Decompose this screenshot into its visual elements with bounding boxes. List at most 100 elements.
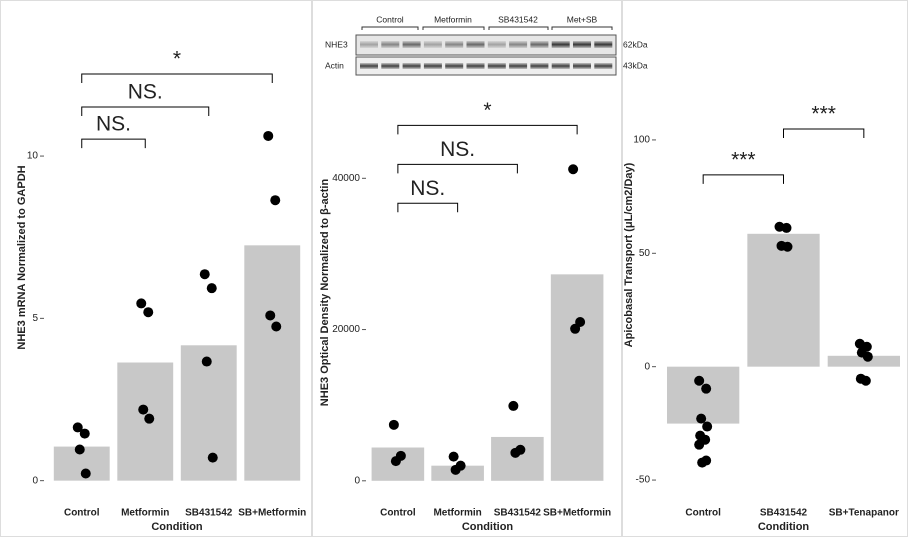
- x-tick-label: SB431542: [760, 508, 808, 519]
- data-point: [75, 444, 85, 454]
- data-point: [207, 283, 217, 293]
- y-tick-label: 100: [633, 135, 650, 146]
- significance-bracket: [398, 164, 518, 173]
- significance-label: *: [173, 47, 181, 70]
- data-point: [861, 376, 871, 386]
- significance-label: *: [483, 99, 491, 122]
- data-point: [694, 440, 704, 450]
- x-axis-label: Condition: [462, 521, 514, 533]
- blot-band: [488, 41, 506, 48]
- y-axis-label: NHE3 Optical Density Normalized to β-act…: [319, 179, 331, 407]
- blot-band: [445, 41, 463, 48]
- blot-band: [381, 41, 399, 48]
- x-tick-label: Metformin: [433, 508, 481, 519]
- x-tick-label: SB431542: [185, 508, 233, 519]
- figure: Control Metformin SB431542 Met+SB NHE3 A…: [0, 0, 908, 537]
- data-point: [144, 414, 154, 424]
- x-tick-label: SB431542: [494, 508, 542, 519]
- data-point: [200, 269, 210, 279]
- y-tick-label: 5: [32, 313, 38, 324]
- blot-band: [552, 41, 570, 48]
- significance-label: ***: [731, 148, 756, 171]
- blot-band: [403, 41, 421, 48]
- x-axis-label: Condition: [758, 521, 810, 533]
- blot-band: [509, 41, 527, 48]
- significance-bracket: [82, 74, 273, 83]
- data-point: [508, 401, 518, 411]
- y-tick-label: 40000: [332, 173, 360, 184]
- x-axis-label: Condition: [151, 521, 203, 533]
- blot-band: [424, 63, 442, 69]
- significance-bracket: [398, 203, 458, 212]
- data-point: [451, 465, 461, 475]
- data-point: [510, 448, 520, 458]
- y-tick-label: 0: [354, 475, 360, 486]
- blot-band: [594, 41, 612, 48]
- data-point: [391, 456, 401, 466]
- data-point: [570, 324, 580, 334]
- data-point: [702, 422, 712, 432]
- blot-band: [403, 63, 421, 69]
- data-point: [701, 384, 711, 394]
- x-tick-label: Control: [64, 508, 100, 519]
- blot-row-label: Actin: [325, 60, 344, 70]
- bar: [747, 234, 819, 367]
- blot-band: [509, 63, 527, 69]
- data-point: [783, 242, 793, 252]
- data-point: [568, 164, 578, 174]
- blot-band: [530, 63, 548, 69]
- x-tick-label: SB+Metformin: [238, 508, 306, 519]
- bar: [244, 245, 300, 480]
- lane-label: Metformin: [434, 14, 472, 24]
- data-point: [263, 131, 273, 141]
- data-point: [80, 429, 90, 439]
- significance-bracket: [784, 129, 864, 138]
- bar: [551, 274, 604, 480]
- significance-bracket: [82, 139, 146, 148]
- y-tick-label: 0: [644, 361, 650, 372]
- data-point: [143, 307, 153, 317]
- significance-label: NS.: [128, 81, 163, 104]
- data-point: [449, 452, 459, 462]
- significance-bracket: [703, 175, 783, 184]
- y-axis-label: Apicobasal Transport (μL/cm2/Day): [623, 162, 635, 347]
- blot-band: [488, 63, 506, 69]
- western-blot: Control Metformin SB431542 Met+SB NHE3 A…: [325, 14, 648, 75]
- significance-bracket: [398, 125, 577, 134]
- blot-band: [424, 41, 442, 48]
- data-point: [389, 420, 399, 430]
- data-point: [863, 352, 873, 362]
- blot-band: [594, 63, 612, 69]
- blot-band: [445, 63, 463, 69]
- data-point: [208, 453, 218, 463]
- data-point: [271, 321, 281, 331]
- data-point: [81, 469, 91, 479]
- blot-size: 43kDa: [623, 60, 648, 70]
- y-tick-label: 0: [32, 475, 38, 486]
- blot-band: [573, 63, 591, 69]
- data-point: [136, 298, 146, 308]
- x-tick-label: Metformin: [121, 508, 169, 519]
- x-tick-label: Control: [380, 508, 416, 519]
- significance-label: NS.: [440, 138, 475, 161]
- lane-bracket: [362, 27, 612, 30]
- blot-band: [360, 41, 378, 48]
- blot-band: [573, 41, 591, 48]
- data-point: [265, 310, 275, 320]
- data-point: [782, 223, 792, 233]
- blot-band: [360, 63, 378, 69]
- data-point: [697, 458, 707, 468]
- y-tick-label: 20000: [332, 324, 360, 335]
- data-point: [138, 405, 148, 415]
- blot-band: [467, 41, 485, 48]
- blot-row-label: NHE3: [325, 39, 348, 49]
- x-tick-label: SB+Metformin: [543, 508, 611, 519]
- lane-label: Met+SB: [567, 14, 598, 24]
- data-point: [694, 376, 704, 386]
- significance-label: ***: [811, 103, 836, 126]
- bar: [491, 437, 544, 481]
- blot-band: [530, 41, 548, 48]
- y-axis-label: NHE3 mRNA Normalized to GAPDH: [16, 165, 28, 349]
- blot-size: 62kDa: [623, 39, 648, 49]
- x-tick-label: Control: [685, 508, 721, 519]
